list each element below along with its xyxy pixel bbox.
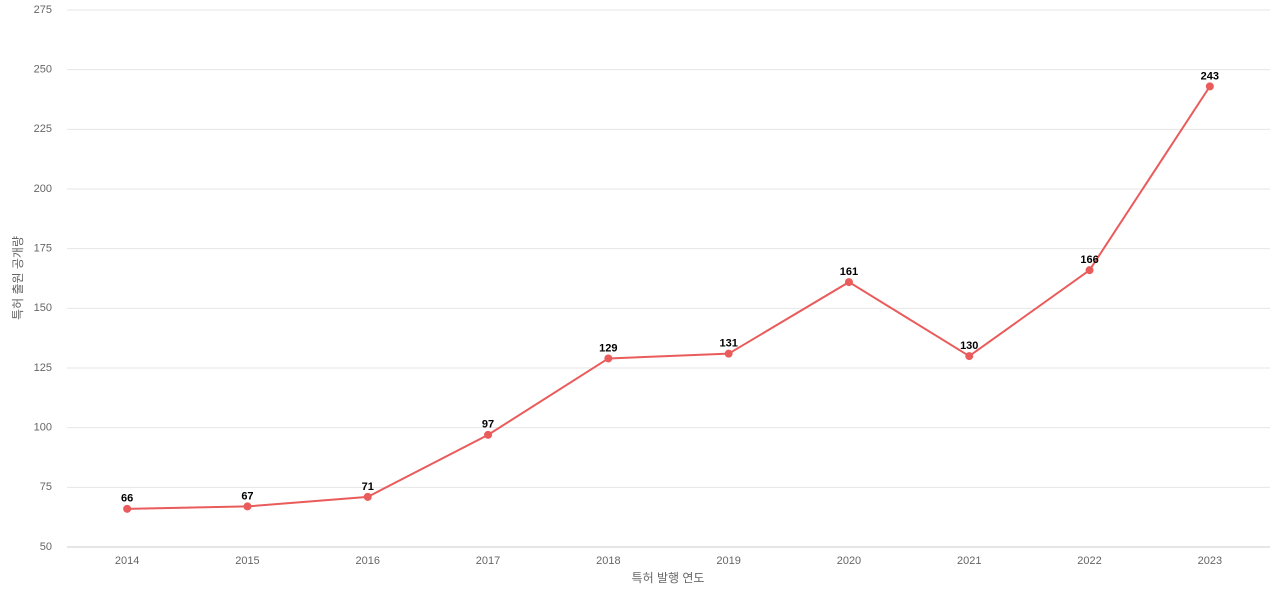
- point: [1085, 266, 1094, 275]
- value-label: 161: [840, 266, 858, 278]
- y-tick-label: 275: [34, 4, 52, 16]
- x-tick-label: 2018: [596, 555, 620, 567]
- x-tick-label: 2015: [235, 555, 259, 567]
- point: [123, 504, 132, 513]
- y-tick-label: 75: [40, 481, 52, 493]
- point: [1205, 82, 1214, 91]
- y-axis-title: 특허 출원 공개량: [11, 236, 25, 320]
- value-label: 66: [121, 493, 133, 505]
- point: [604, 354, 613, 363]
- point: [363, 492, 372, 501]
- y-tick-label: 225: [34, 123, 52, 135]
- value-label: 71: [362, 481, 374, 493]
- line: [127, 85, 1211, 510]
- y-tick-label: 50: [40, 541, 52, 553]
- point: [243, 502, 252, 511]
- y-tick-label: 125: [34, 362, 52, 374]
- y-tick-label: 200: [34, 183, 52, 195]
- value-label: 243: [1201, 70, 1219, 82]
- point: [484, 430, 493, 439]
- value-label: 129: [599, 342, 617, 354]
- value-label: 131: [719, 338, 737, 350]
- x-tick-label: 2021: [957, 555, 981, 567]
- y-tick-label: 100: [34, 422, 52, 434]
- y-tick-label: 250: [34, 64, 52, 76]
- point: [724, 349, 733, 358]
- value-label: 166: [1080, 254, 1098, 266]
- value-label: 130: [960, 340, 978, 352]
- x-tick-label: 2017: [476, 555, 500, 567]
- y-tick-label: 175: [34, 243, 52, 255]
- x-tick-label: 2014: [115, 555, 139, 567]
- x-tick-label: 2020: [837, 555, 861, 567]
- point: [965, 352, 974, 361]
- x-axis-title: 특허 발행 연도: [632, 570, 705, 585]
- x-tick-label: 2019: [716, 555, 740, 567]
- x-tick-label: 2023: [1198, 555, 1222, 567]
- value-label: 97: [482, 419, 494, 431]
- value-label: 67: [241, 490, 253, 502]
- point: [844, 278, 853, 287]
- x-tick-label: 2016: [356, 555, 380, 567]
- y-tick-label: 150: [34, 302, 52, 314]
- x-tick-label: 2022: [1077, 555, 1101, 567]
